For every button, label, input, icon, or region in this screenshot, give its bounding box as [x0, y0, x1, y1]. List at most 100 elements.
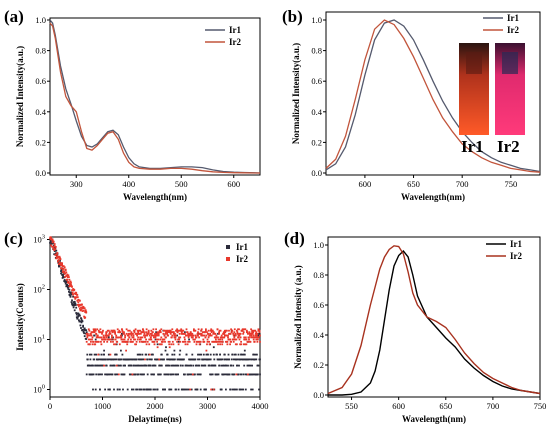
data-point	[51, 245, 53, 248]
data-point	[229, 338, 231, 341]
data-point	[250, 388, 252, 391]
data-point	[112, 336, 114, 339]
data-point	[142, 388, 145, 391]
data-point	[74, 303, 77, 306]
data-point	[225, 334, 228, 337]
data-point	[202, 331, 205, 334]
data-point	[126, 334, 129, 337]
data-point	[105, 332, 108, 335]
data-point	[107, 336, 110, 339]
data-point	[120, 364, 122, 367]
data-point	[89, 334, 91, 337]
data-point	[177, 338, 179, 341]
data-point	[159, 343, 162, 346]
data-point	[168, 343, 171, 346]
data-point	[186, 364, 188, 367]
data-point	[78, 313, 81, 316]
data-point	[159, 329, 162, 332]
data-point	[114, 332, 116, 335]
data-point	[128, 358, 131, 361]
data-point	[209, 329, 212, 332]
data-point	[148, 353, 151, 356]
data-point	[167, 373, 170, 376]
data-point	[112, 338, 115, 341]
data-point	[242, 332, 245, 335]
data-point	[173, 353, 176, 356]
data-point	[237, 336, 240, 339]
data-point	[69, 285, 71, 287]
data-point	[136, 373, 139, 376]
panel-c: 0 1000 2000 3000 4000 100 101 102 103 Delaytime(n…	[4, 229, 269, 424]
data-point	[178, 329, 181, 332]
data-point	[200, 334, 203, 337]
data-point	[57, 260, 59, 263]
data-point	[120, 358, 123, 361]
data-point	[199, 373, 202, 376]
series-points-ir2	[49, 236, 261, 391]
data-point	[152, 334, 155, 337]
data-point	[68, 278, 71, 281]
data-point	[107, 353, 110, 356]
data-point	[94, 364, 97, 367]
data-point	[230, 340, 232, 343]
data-point	[162, 332, 165, 335]
data-point	[132, 388, 135, 391]
data-point	[98, 364, 101, 367]
data-point	[116, 388, 119, 391]
data-point	[239, 358, 242, 361]
data-point	[156, 343, 159, 346]
data-point	[102, 358, 104, 361]
data-point	[123, 332, 125, 335]
data-point	[202, 353, 205, 356]
data-point	[179, 358, 182, 361]
data-point	[120, 336, 123, 339]
data-point	[67, 288, 70, 290]
data-point	[52, 244, 55, 247]
data-point	[65, 271, 68, 274]
data-point	[235, 358, 238, 361]
data-point	[195, 343, 198, 346]
data-point	[64, 282, 67, 285]
data-point	[221, 336, 224, 339]
data-point	[258, 336, 260, 339]
data-point	[199, 340, 202, 343]
data-point	[121, 332, 123, 335]
data-point	[233, 336, 236, 339]
data-point	[174, 338, 177, 341]
data-point	[230, 328, 232, 331]
data-point	[232, 332, 235, 335]
data-point	[143, 373, 145, 376]
data-point	[117, 331, 120, 334]
data-point	[121, 353, 124, 356]
data-point	[54, 246, 57, 248]
data-point	[82, 326, 84, 328]
data-point	[183, 336, 186, 339]
data-point	[225, 329, 227, 332]
data-point	[80, 327, 82, 329]
data-point	[70, 293, 73, 296]
data-point	[251, 364, 253, 367]
data-point	[231, 388, 234, 391]
data-point	[62, 275, 64, 278]
data-point	[58, 256, 61, 258]
data-point	[167, 340, 170, 343]
data-point	[234, 338, 237, 341]
data-point	[103, 336, 106, 339]
data-point	[219, 353, 221, 356]
data-point	[77, 298, 80, 301]
data-point	[73, 309, 76, 312]
x-axis-label: Delaytime(ns)	[128, 414, 182, 424]
data-point	[169, 373, 172, 376]
data-point	[239, 343, 241, 346]
data-point	[212, 353, 215, 356]
data-point	[83, 335, 86, 337]
data-point	[188, 340, 191, 343]
data-point	[174, 364, 176, 367]
panel-b: 600 650 700 750 0.0 0.2 0.4 0.6 0.8 1.0 Wavelength…	[282, 7, 541, 202]
data-point	[142, 340, 145, 343]
data-point	[69, 280, 72, 283]
data-point	[173, 358, 175, 361]
data-point	[90, 332, 92, 335]
data-point	[189, 373, 192, 376]
data-point	[228, 332, 230, 335]
